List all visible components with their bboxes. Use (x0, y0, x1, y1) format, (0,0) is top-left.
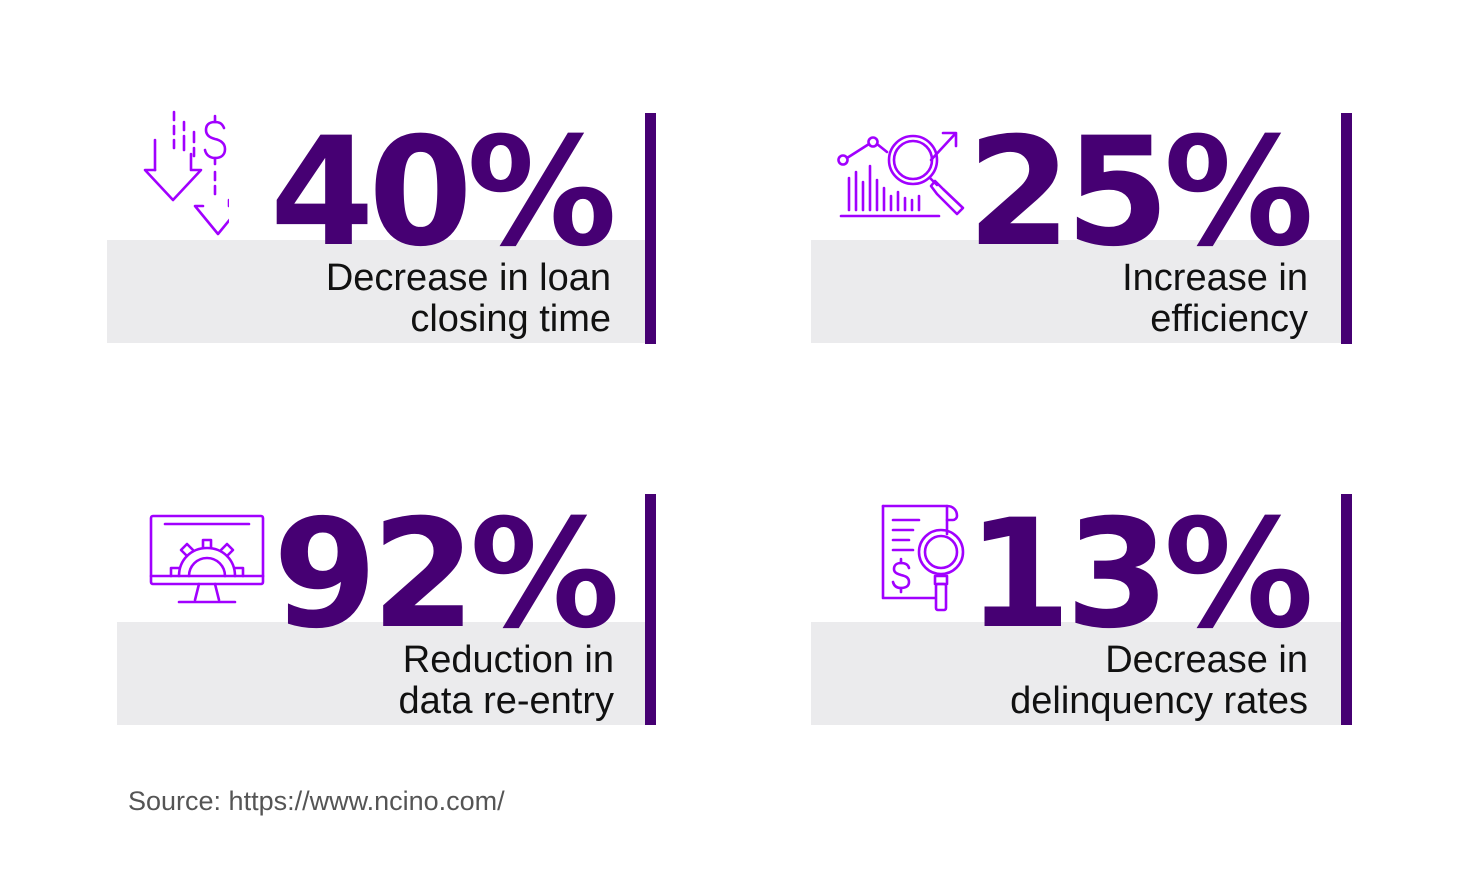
stat-description-line-2: closing time (410, 298, 611, 340)
stat-band (117, 622, 647, 725)
stat-accent-bar (645, 494, 656, 725)
stat-band (811, 622, 1343, 725)
stat-card-efficiency: 25% Increase in efficiency (811, 110, 1356, 345)
stat-description-line-2: efficiency (1150, 298, 1308, 340)
stat-card-delinquency-rates: 13% Decrease in delinquency rates (811, 492, 1356, 727)
stat-band (107, 240, 647, 343)
stat-accent-bar (1341, 494, 1352, 725)
stat-description-line-1: Increase in (1122, 257, 1308, 299)
stat-value: 40% (269, 106, 617, 280)
stat-value: 92% (272, 488, 620, 662)
stat-accent-bar (1341, 113, 1352, 344)
analytics-magnifier-icon (837, 131, 965, 218)
stat-description-line-1: Reduction in (402, 639, 614, 681)
stat-description-line-2: delinquency rates (1010, 680, 1308, 722)
source-citation: Source: https://www.ncino.com/ (128, 786, 505, 816)
stat-description-line-2: data re-entry (398, 680, 614, 722)
stat-card-loan-closing-time: 40% Decrease in loan closing time (107, 110, 659, 345)
monitor-gear-icon (149, 514, 265, 604)
stat-value: 25% (966, 106, 1314, 280)
stat-value: 13% (966, 488, 1314, 662)
stat-description-line-1: Decrease in (1105, 639, 1308, 681)
stat-description-line-1: Decrease in loan (325, 257, 611, 299)
stat-card-data-re-entry: 92% Reduction in data re-entry (117, 492, 662, 727)
stat-band (811, 240, 1343, 343)
document-dollar-search-icon (881, 504, 965, 612)
stat-accent-bar (645, 113, 656, 344)
down-arrows-dollar-icon (143, 110, 229, 236)
